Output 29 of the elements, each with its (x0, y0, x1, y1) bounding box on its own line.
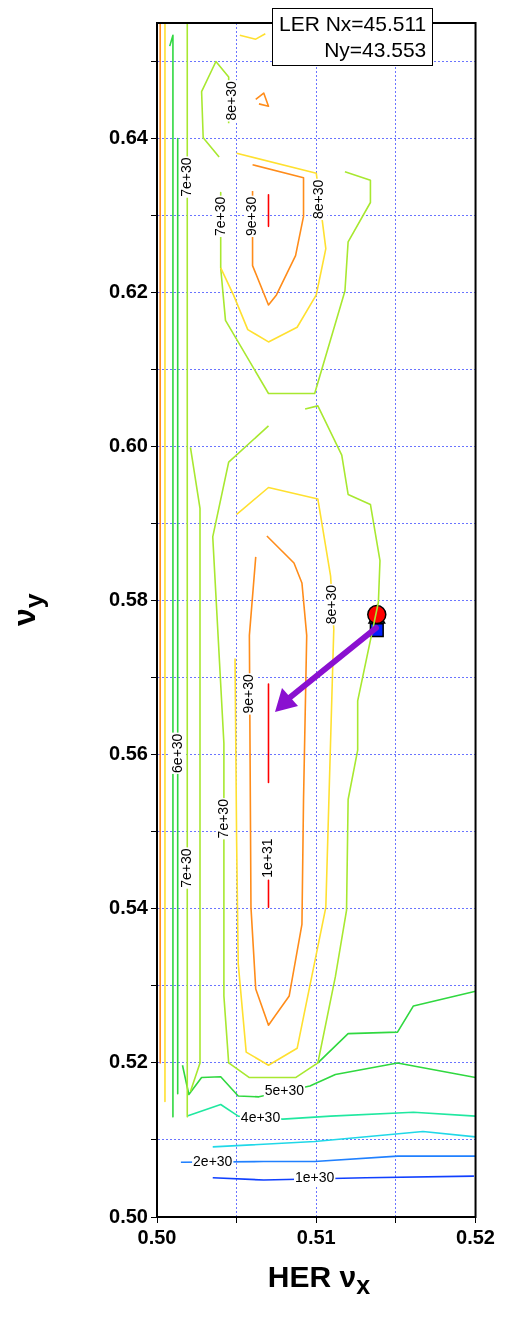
annotation: 1e+31 (259, 838, 276, 878)
y-tick-label: 0.60 (109, 434, 148, 457)
x-tick-label: 0.50 (137, 1225, 177, 1248)
y-tick-label: 0.50 (109, 1204, 148, 1227)
annotation: 9e+30 (243, 196, 260, 237)
annotation: 8e+30 (323, 584, 340, 625)
annotation: 7e+30 (214, 798, 231, 839)
annotation: 7e+30 (178, 848, 195, 888)
annotation: 5e+30 (264, 1082, 305, 1099)
annotation: 8e+30 (310, 179, 327, 220)
x-tick-label: 0.52 (456, 1225, 496, 1248)
annotation: 6e+30 (168, 733, 185, 773)
x-axis-title: HER ν$_{x}$ (266, 1260, 372, 1300)
annotation: 4e+30 (240, 1109, 281, 1126)
y-tick-label: 0.56 (109, 742, 148, 765)
y-tick-label: 0.52 (109, 1050, 148, 1073)
annotation: 8e+30 (222, 80, 239, 121)
annotation: LER Nx=45.511 (279, 11, 427, 37)
annotation: 7e+30 (178, 157, 195, 197)
y-tick-label: 0.62 (109, 280, 148, 303)
x-tick-label: 0.51 (296, 1225, 336, 1248)
y-tick-label: 0.54 (109, 896, 149, 919)
y-tick-label: 0.58 (109, 588, 148, 611)
y-tick-label: 0.64 (109, 126, 149, 149)
annotation: 7e+30 (211, 196, 228, 237)
annotation: 9e+30 (240, 674, 257, 714)
annotation: 1e+30 (295, 1169, 335, 1186)
annotation: Ny=43.553 (323, 37, 427, 63)
annotation: 2e+30 (193, 1153, 233, 1170)
